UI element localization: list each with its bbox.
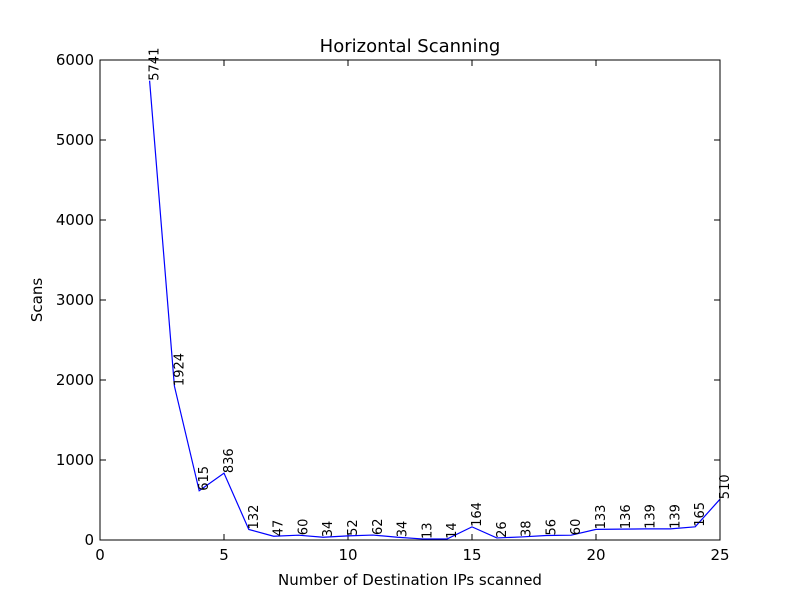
data-label: 510 [718, 474, 733, 499]
series-layer [149, 80, 721, 540]
data-label: 62 [371, 518, 386, 535]
y-tick-label: 0 [84, 531, 94, 549]
data-label: 139 [668, 504, 683, 529]
x-tick-label: 5 [219, 546, 229, 564]
y-tick-label: 1000 [56, 451, 94, 469]
data-label: 56 [544, 519, 559, 536]
data-label: 34 [321, 521, 336, 538]
data-label: 132 [247, 505, 262, 530]
data-label: 26 [495, 521, 510, 538]
data-label: 60 [296, 519, 311, 536]
data-label: 615 [197, 466, 212, 491]
x-tick-label: 0 [95, 546, 105, 564]
data-label: 1924 [172, 353, 187, 386]
data-label: 47 [272, 520, 287, 537]
y-tick-label: 3000 [56, 291, 94, 309]
data-label: 5741 [148, 48, 163, 81]
data-label: 13 [420, 522, 435, 539]
data-label: 52 [346, 519, 361, 536]
x-tick-label: 25 [710, 546, 729, 564]
y-tick-label: 4000 [56, 211, 94, 229]
x-tick-label: 15 [462, 546, 481, 564]
y-axis-label: Scans [28, 278, 46, 322]
y-tick-label: 5000 [56, 131, 94, 149]
x-tick-label: 20 [586, 546, 605, 564]
y-tick-label: 6000 [56, 51, 94, 69]
series-line [149, 80, 721, 540]
data-labels: 5741 1924 615 836 132 47 60 34 52 62 34 13 14 164 26 38… [148, 48, 733, 539]
data-label: 139 [644, 504, 659, 529]
data-label: 60 [569, 519, 584, 536]
x-axis-label: Number of Destination IPs scanned [278, 571, 542, 589]
data-label: 38 [520, 520, 535, 537]
data-label: 34 [396, 521, 411, 538]
plot-frame [99, 59, 721, 541]
x-tick-label: 10 [338, 546, 357, 564]
data-label: 164 [470, 502, 485, 527]
y-tick-label: 2000 [56, 371, 94, 389]
data-label: 136 [619, 504, 634, 529]
data-label: 133 [594, 505, 609, 530]
chart-title: Horizontal Scanning [320, 36, 501, 57]
data-label: 165 [693, 502, 708, 527]
data-label: 14 [445, 522, 460, 539]
data-label: 836 [222, 448, 237, 473]
